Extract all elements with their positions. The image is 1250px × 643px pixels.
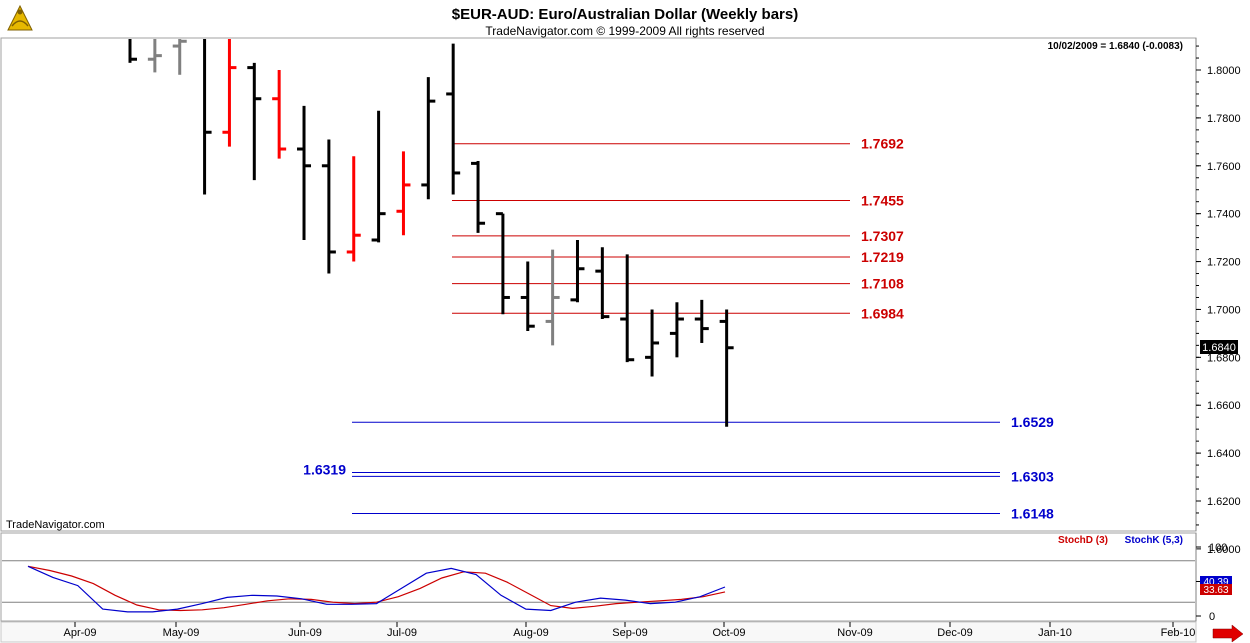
price-tick-label: 1.6400 (1207, 448, 1241, 460)
date-tick-label: Aug-09 (513, 627, 548, 639)
chart-title: $EUR-AUD: Euro/Australian Dollar (Weekly… (452, 6, 798, 23)
resistance-label: 1.6984 (861, 305, 904, 321)
stoch-k-legend: StochK (5,3) (1125, 535, 1183, 546)
stoch-value-tag: 40.39 (1203, 577, 1228, 588)
price-tick-label: 1.6600 (1207, 400, 1241, 412)
support-label-left: 1.6319 (303, 462, 346, 478)
price-tick-label: 1.7000 (1207, 304, 1241, 316)
price-tick-label: 1.6800 (1207, 352, 1241, 364)
quote-readout: 10/02/2009 = 1.6840 (-0.0083) (1048, 41, 1183, 52)
last-price-tag: 1.6840 (1202, 342, 1236, 354)
price-tick-label: 1.7200 (1207, 257, 1241, 269)
date-tick-label: Feb-10 (1161, 627, 1196, 639)
ohlc-bars (128, 39, 734, 427)
support-label: 1.6148 (1011, 505, 1054, 521)
support-label: 1.6303 (1011, 468, 1054, 484)
resistance-label: 1.7307 (861, 228, 904, 244)
price-panel-frame (0, 37, 1197, 532)
date-tick-label: Jul-09 (387, 627, 417, 639)
copyright-text: TradeNavigator.com © 1999-2009 All right… (485, 24, 764, 38)
price-tick-label: 1.7600 (1207, 161, 1241, 173)
resistance-label: 1.7219 (861, 249, 904, 265)
resistance-label: 1.7108 (861, 276, 904, 292)
stoch-value-tag-bg (1200, 576, 1232, 587)
stoch-value-tag: 33.63 (1203, 585, 1228, 596)
stoch-d-legend: StochD (3) (1058, 535, 1108, 546)
sextant-logo (7, 4, 33, 31)
price-tick-label: 1.7800 (1207, 113, 1241, 125)
date-axis: Apr-09 May-09 Jun-09 Jul-09 Aug-09 Sep-09 Oct-… (63, 622, 1195, 639)
price-tick-label: 1.7400 (1207, 209, 1241, 221)
stoch-panel-frame (0, 532, 1197, 622)
resistance-label: 1.7692 (861, 136, 904, 152)
date-tick-label: Oct-09 (712, 627, 745, 639)
level-lines: 1.7692 1.7455 1.7307 1.7219 1.7108 1.6984 1.65… (303, 136, 1054, 522)
date-tick-label: May-09 (163, 627, 200, 639)
date-tick-label: Jan-10 (1038, 627, 1072, 639)
scroll-right-arrow-icon[interactable] (1212, 624, 1244, 643)
date-tick-label: Apr-09 (63, 627, 96, 639)
price-tick-label: 1.8000 (1207, 65, 1241, 77)
stoch-series-line (27, 565, 726, 612)
stoch-value-tag-bg (1200, 584, 1232, 595)
date-tick-label: Sep-09 (612, 627, 647, 639)
price-tick-label: 1.6000 (1207, 544, 1241, 556)
date-tick-label: Dec-09 (937, 627, 972, 639)
resistance-label: 1.7455 (861, 192, 904, 208)
date-tick-label: Jun-09 (288, 627, 322, 639)
last-price-tag-bg (1200, 340, 1238, 354)
stoch-tick-label: 100 (1209, 542, 1227, 554)
stoch-series-line (27, 565, 726, 613)
support-label: 1.6529 (1011, 414, 1054, 430)
date-tick-label: Nov-09 (837, 627, 872, 639)
price-axis: 1.6000 1.6200 1.6400 1.6600 1.6800 1.7000 1.72… (1195, 38, 1241, 556)
stoch-tick-label: 0 (1209, 611, 1215, 623)
price-tick-label: 1.6200 (1207, 496, 1241, 508)
watermark-text: TradeNavigator.com (6, 519, 105, 531)
